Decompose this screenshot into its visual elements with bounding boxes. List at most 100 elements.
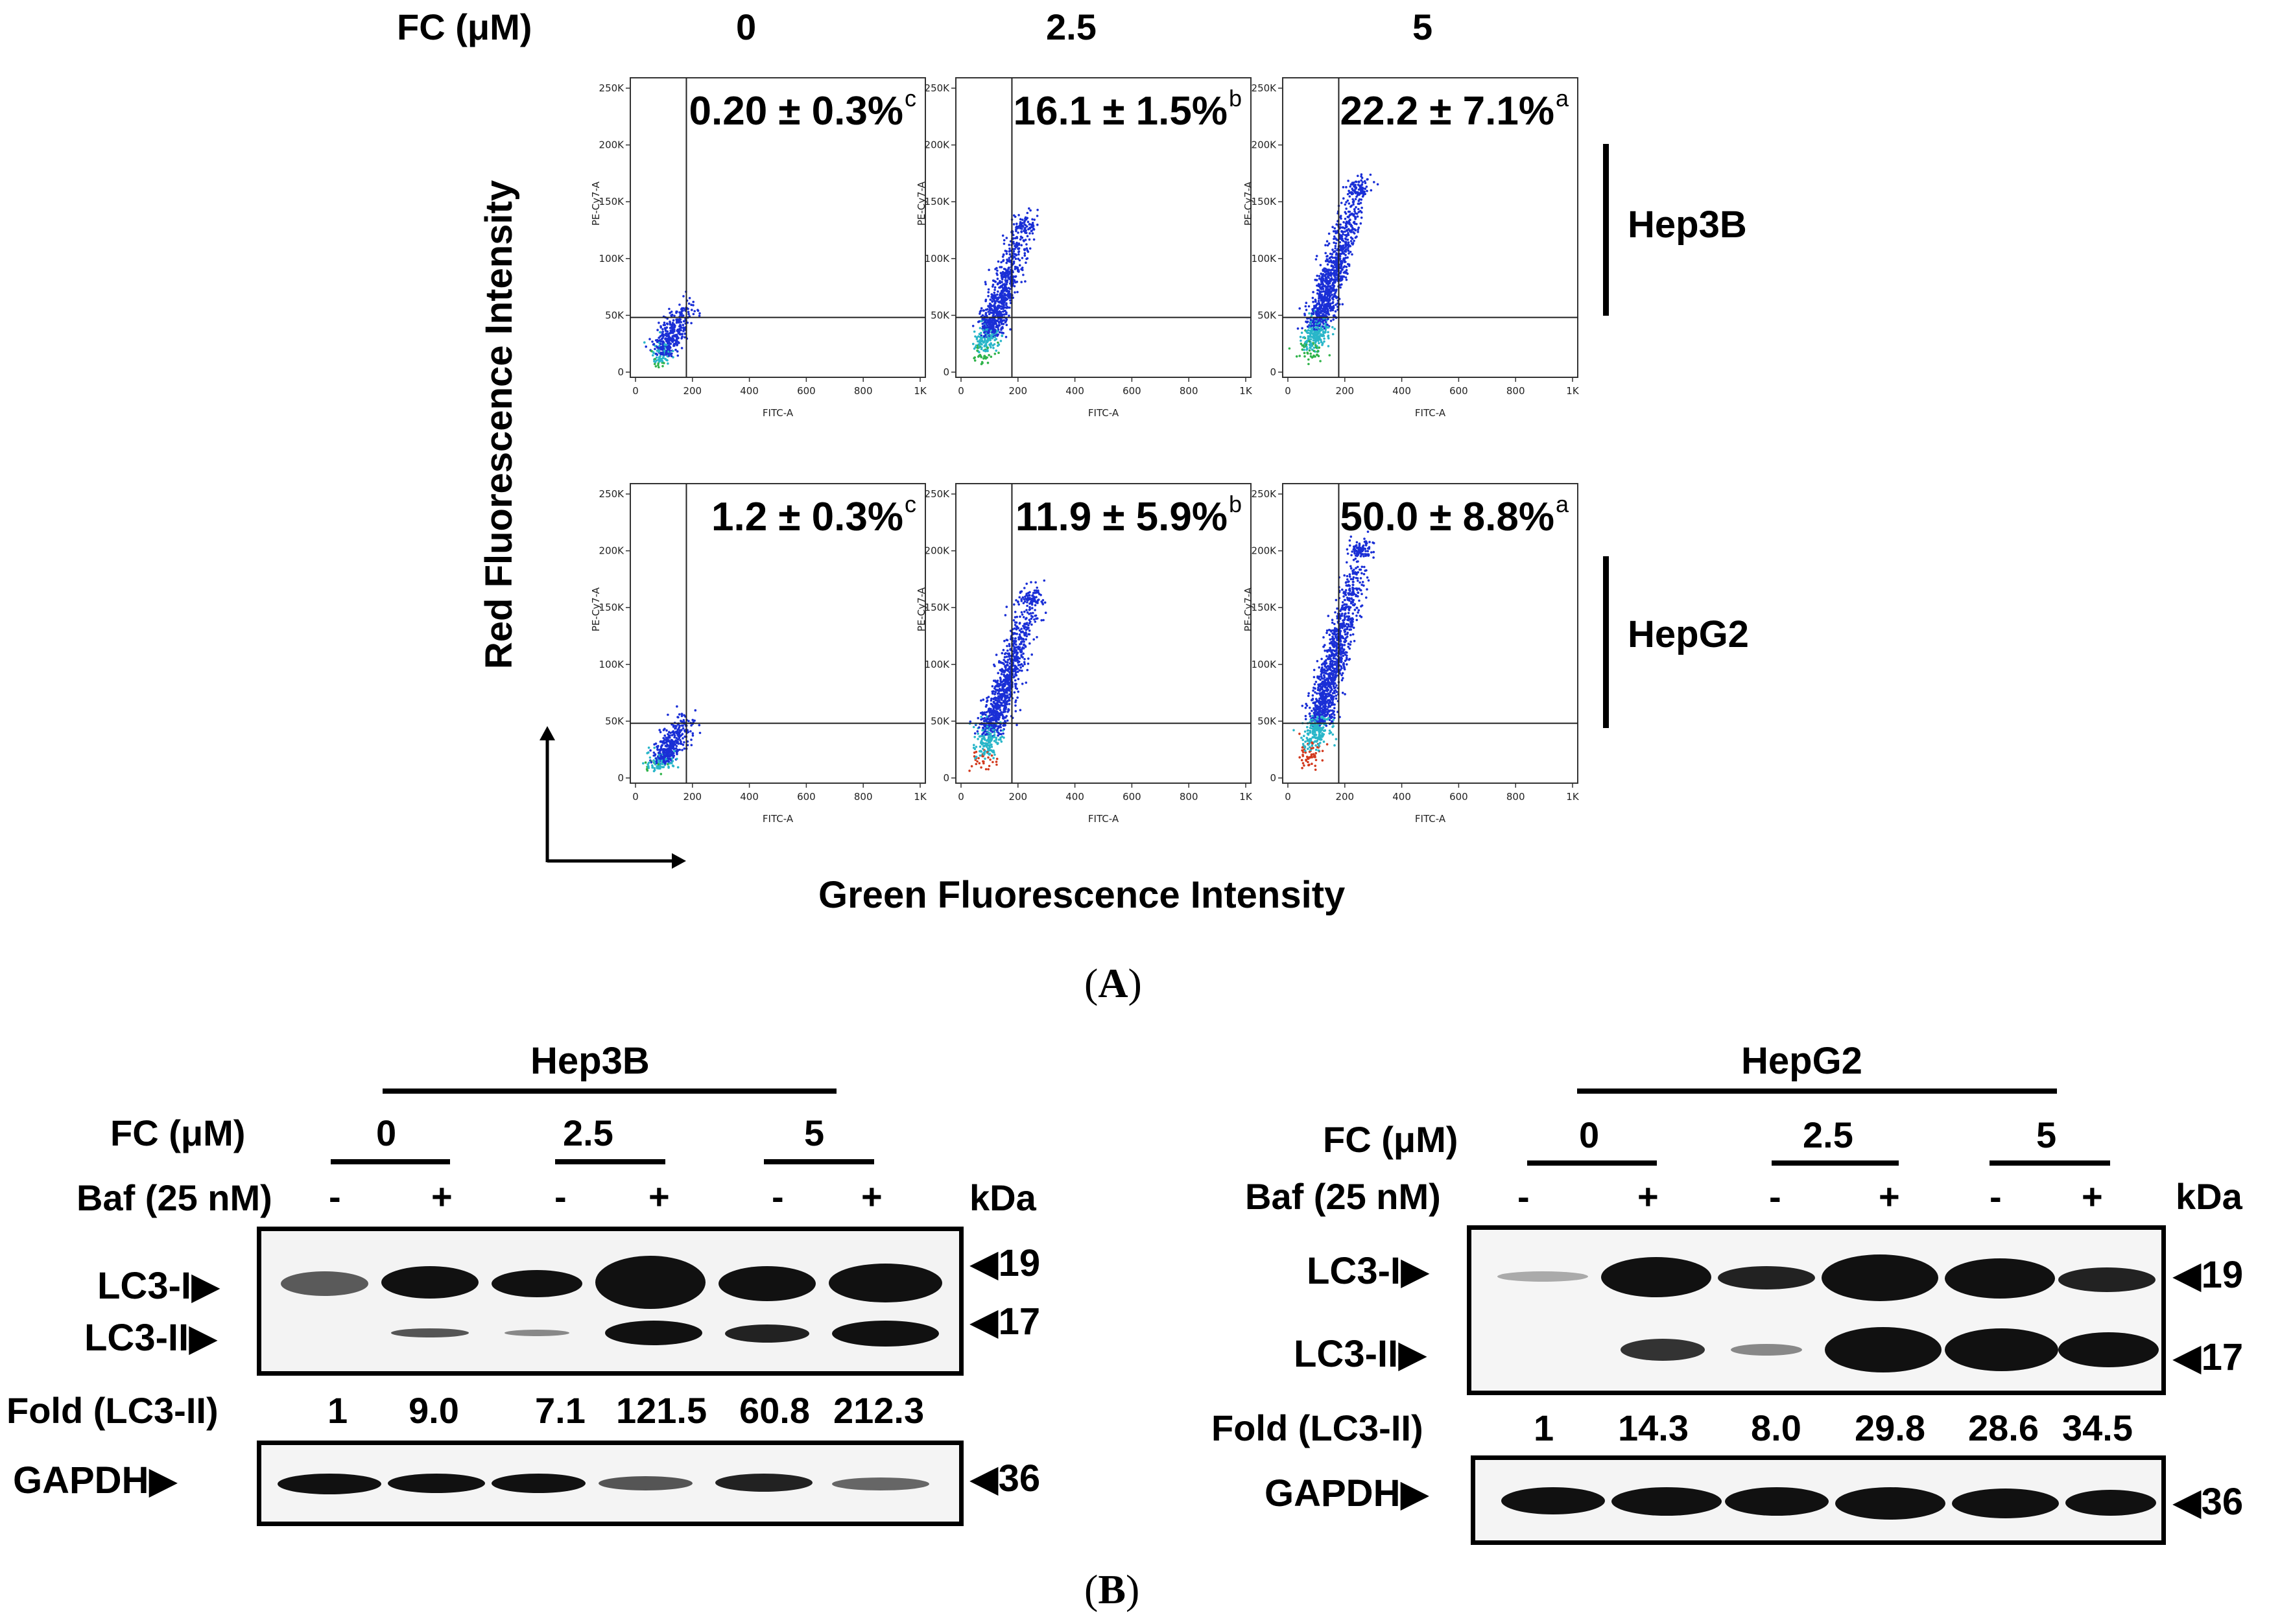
blot-hepg2-conc-bar-0	[1527, 1160, 1657, 1166]
x-tick-label: 0	[1285, 385, 1291, 397]
hepg2-gapdh-band-3	[1725, 1487, 1829, 1516]
hep3b-lc3ii-band-5	[725, 1324, 809, 1343]
hep3b-lc3ii-band-3	[505, 1330, 569, 1336]
y-tick-label: 0	[1270, 366, 1276, 378]
y-tick-label: 50K	[1257, 309, 1277, 321]
hep3b-lc3ii-band-6	[832, 1321, 939, 1347]
fc-label-a: FC (μM)	[397, 6, 532, 47]
x-tick-label: 200	[1008, 791, 1027, 803]
hep3b-lc3i-band-2	[381, 1266, 479, 1299]
y-tick-label: 250K	[925, 488, 951, 500]
blot-hep3b-fold-2: 9.0	[409, 1390, 459, 1431]
x-tick-label: 200	[683, 385, 702, 397]
y-tick-label: 100K	[599, 659, 625, 670]
quadrant-percentage-value: 50.0 ± 8.8%	[1340, 495, 1554, 539]
blot-hepg2-fold-4: 29.8	[1855, 1407, 1925, 1448]
x-tick-label: 600	[797, 385, 816, 397]
significance-letter: a	[1555, 491, 1569, 517]
blot-hep3b-conc-5: 5	[804, 1112, 825, 1153]
hepg2-gapdh-band-6	[2065, 1490, 2156, 1516]
significance-letter: b	[1228, 491, 1242, 517]
blot-hepg2-marker-36-text: 36	[2201, 1481, 2244, 1523]
plot-frame	[955, 483, 1252, 784]
y-tick-label: 0	[943, 772, 949, 784]
blot-hep3b-title: Hep3B	[530, 1040, 650, 1082]
blot-hepg2-lc3i-text: LC3-I	[1307, 1250, 1401, 1292]
hepg2-lc3ii-band-2	[1621, 1339, 1705, 1361]
hep3b-gapdh-band-4	[599, 1476, 693, 1490]
hep3b-gapdh-band-6	[832, 1477, 929, 1490]
hepg2-lc3ii-band-4	[1825, 1327, 1942, 1372]
blot-hep3b-conc-2-5: 2.5	[563, 1112, 613, 1153]
blot-hepg2-marker-19-text: 19	[2201, 1254, 2244, 1296]
scatter-points	[968, 579, 1047, 772]
blot-hepg2-fold-3: 8.0	[1751, 1407, 1801, 1448]
blot-hep3b-lc3i-label: LC3-I▶	[97, 1265, 220, 1307]
blot-hepg2-lc3ii-label: LC3-II▶	[1294, 1333, 1427, 1375]
x-tick-label: 800	[854, 385, 873, 397]
hepg2-lc3i-band-6	[2058, 1267, 2156, 1292]
blot-hep3b-sign-3: -	[554, 1176, 567, 1217]
hep3b-row-label: Hep3B	[1628, 204, 1747, 246]
significance-letter: b	[1228, 85, 1242, 112]
blot-hep3b-lc3-membrane	[257, 1227, 964, 1376]
blot-hepg2-sign-1: -	[1517, 1176, 1530, 1217]
blot-hepg2-title-bar	[1577, 1089, 2057, 1094]
quadrant-percentage: 50.0 ± 8.8%a	[1340, 493, 1569, 537]
blot-hepg2-sign-4: +	[1879, 1176, 1900, 1217]
hepg2-lc3i-band-3	[1718, 1266, 1815, 1289]
blot-hepg2-conc-0: 0	[1579, 1114, 1600, 1155]
conc-label-5: 5	[1412, 6, 1433, 47]
x-tick-label: 400	[740, 791, 759, 803]
y-tick-label: 250K	[599, 488, 625, 500]
x-tick-label: 800	[1180, 791, 1198, 803]
hep3b-lc3ii-band-2	[391, 1328, 469, 1337]
hepg2-gapdh-band-4	[1835, 1487, 1945, 1520]
y-tick-label: 150K	[1252, 196, 1277, 207]
plot-y-channel: PE-Cy7-A	[1242, 587, 1254, 631]
y-tick-label: 250K	[599, 82, 625, 94]
x-tick-label: 0	[632, 791, 639, 803]
blot-hep3b-sign-4: +	[648, 1176, 670, 1217]
x-tick-label: 800	[854, 791, 873, 803]
blot-hepg2-fold-1: 1	[1534, 1407, 1554, 1448]
y-tick-label: 50K	[605, 715, 624, 727]
y-tick-label: 0	[617, 366, 624, 378]
blot-hepg2-conc-2-5: 2.5	[1803, 1114, 1853, 1155]
quadrant-percentage-value: 16.1 ± 1.5%	[1013, 89, 1228, 134]
y-tick-label: 250K	[925, 82, 951, 94]
blot-hepg2-gapdh-membrane	[1471, 1455, 2166, 1545]
hepg2-lc3i-band-2	[1601, 1257, 1711, 1297]
conc-label-0: 0	[736, 6, 757, 47]
x-tick-label: 1K	[914, 385, 927, 397]
x-tick-label: 600	[797, 791, 816, 803]
hepg2-lc3i-band-5	[1945, 1258, 2055, 1299]
flow-plot-hep3b-2: 0 200 400 600 800 1K FITC-A 0 50K 100K 150K 200K 250…	[1242, 77, 1580, 419]
y-tick-label: 250K	[1252, 488, 1277, 500]
x-tick-label: 600	[1123, 385, 1141, 397]
y-tick-label: 0	[943, 366, 949, 378]
plot-x-channel: FITC-A	[1088, 407, 1119, 419]
plot-y-channel: PE-Cy7-A	[590, 181, 602, 226]
x-tick-label: 200	[1335, 791, 1354, 803]
scatter-points	[971, 207, 1039, 366]
blot-hepg2-baf-label: Baf (25 nM)	[1245, 1176, 1441, 1217]
hep3b-lc3i-band-4	[595, 1256, 706, 1309]
y-tick-label: 200K	[925, 139, 951, 151]
y-tick-label: 150K	[925, 196, 951, 207]
x-tick-label: 1K	[1239, 385, 1253, 397]
hep3b-gapdh-band-5	[715, 1474, 813, 1492]
blot-hepg2-marker-19: ◀19	[2172, 1254, 2244, 1296]
y-tick-label: 50K	[931, 309, 950, 321]
y-tick-label: 50K	[1257, 715, 1277, 727]
hep3b-gapdh-band-1	[278, 1474, 381, 1494]
blot-hepg2-marker-36: ◀36	[2172, 1481, 2244, 1523]
plot-y-channel: PE-Cy7-A	[1242, 181, 1254, 226]
x-axis-label: Green Fluorescence Intensity	[818, 874, 1346, 916]
y-tick-label: 150K	[1252, 602, 1277, 613]
hep3b-gapdh-band-3	[492, 1474, 586, 1493]
blot-hepg2-fc-label: FC (μM)	[1323, 1119, 1458, 1160]
y-tick-label: 100K	[599, 253, 625, 265]
blot-hepg2-sign-6: +	[2082, 1176, 2103, 1217]
blot-hep3b-fold-1: 1	[327, 1390, 348, 1431]
